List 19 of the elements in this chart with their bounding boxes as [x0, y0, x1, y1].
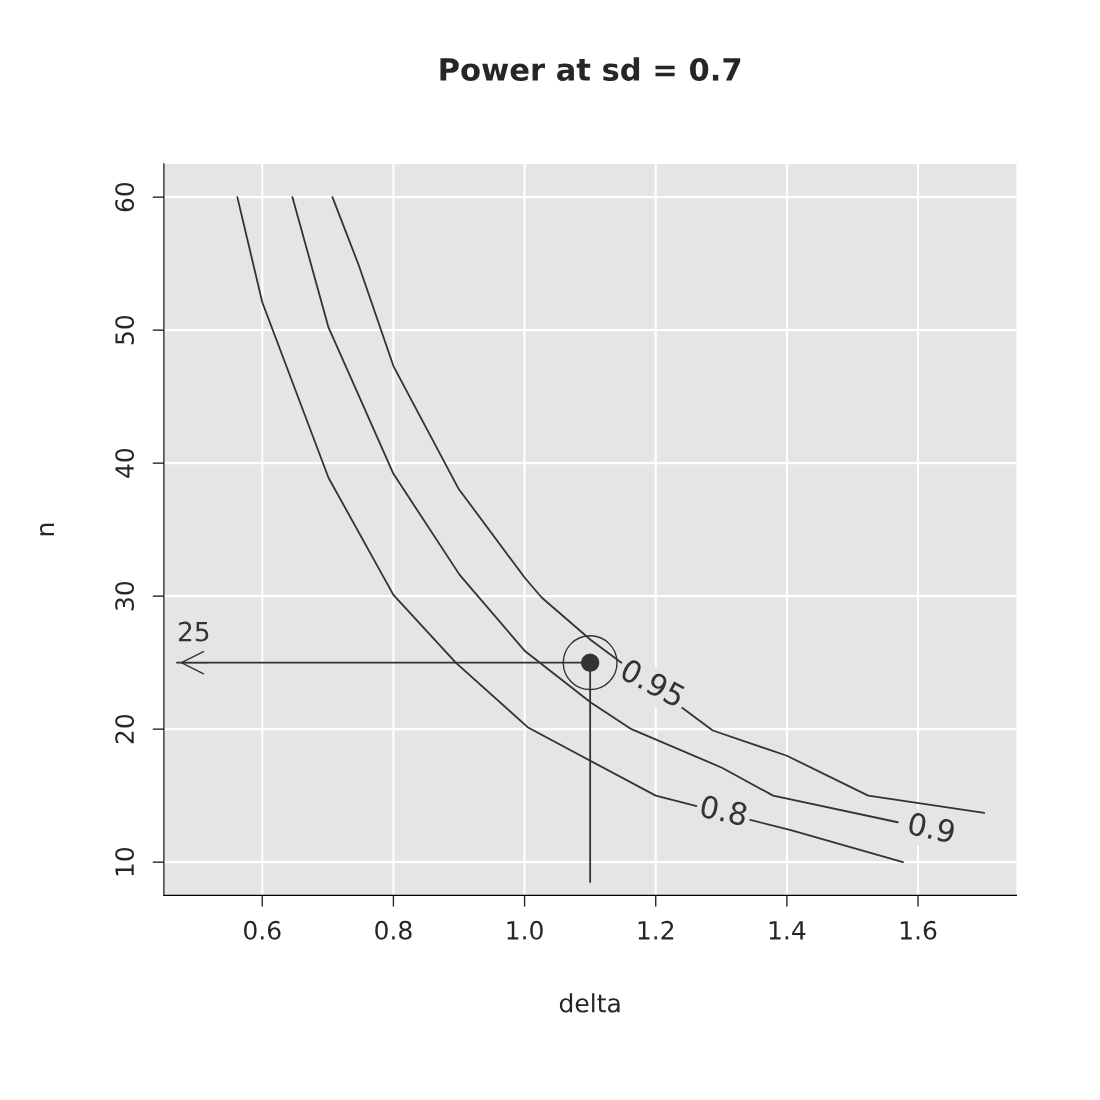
annotation: 0.95: [619, 657, 687, 708]
x-tick-label: 1.6: [900, 920, 937, 940]
x-tick-label: 1.4: [769, 921, 806, 940]
y-axis-title: n: [39, 523, 54, 536]
y-tick-label: 20: [115, 714, 135, 744]
chart-title: Power at sd = 0.7: [440, 57, 741, 81]
x-axis-title: delta: [559, 993, 620, 1013]
x-tick-label: 1.2: [638, 920, 674, 940]
y-tick-label: 40: [115, 448, 135, 478]
annotation: 0.9: [907, 811, 956, 844]
x-tick-label: 0.8: [375, 920, 412, 940]
y-tick-label: 50: [115, 315, 135, 345]
y-tick-label: 60: [115, 182, 135, 212]
y-tick-label: 30: [115, 581, 135, 611]
x-tick-label: 1.0: [507, 920, 543, 940]
annotation: 0.8: [699, 794, 748, 827]
y-tick-label: 10: [115, 847, 135, 876]
x-tick-label: 0.6: [244, 920, 281, 940]
annotation: 25: [178, 621, 209, 642]
